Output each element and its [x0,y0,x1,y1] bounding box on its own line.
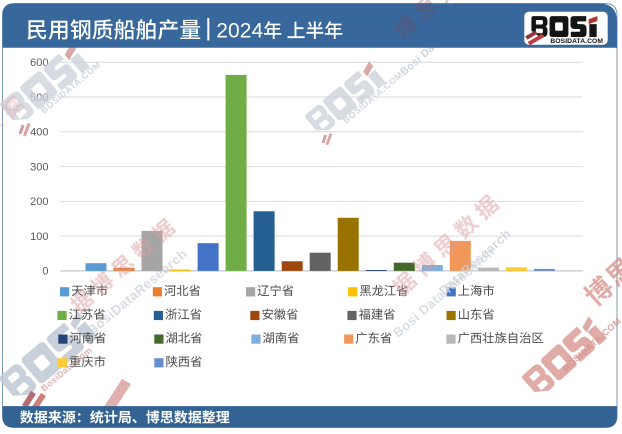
svg-text:BOSIDATA.COM: BOSIDATA.COM [550,38,603,45]
svg-text:600: 600 [30,57,48,69]
svg-text:2024: 2024 [216,20,263,43]
svg-text:100: 100 [30,231,48,243]
svg-text:0: 0 [42,266,48,278]
svg-text:200: 200 [30,196,48,208]
svg-text:400: 400 [30,127,48,139]
svg-text:300: 300 [30,161,48,173]
